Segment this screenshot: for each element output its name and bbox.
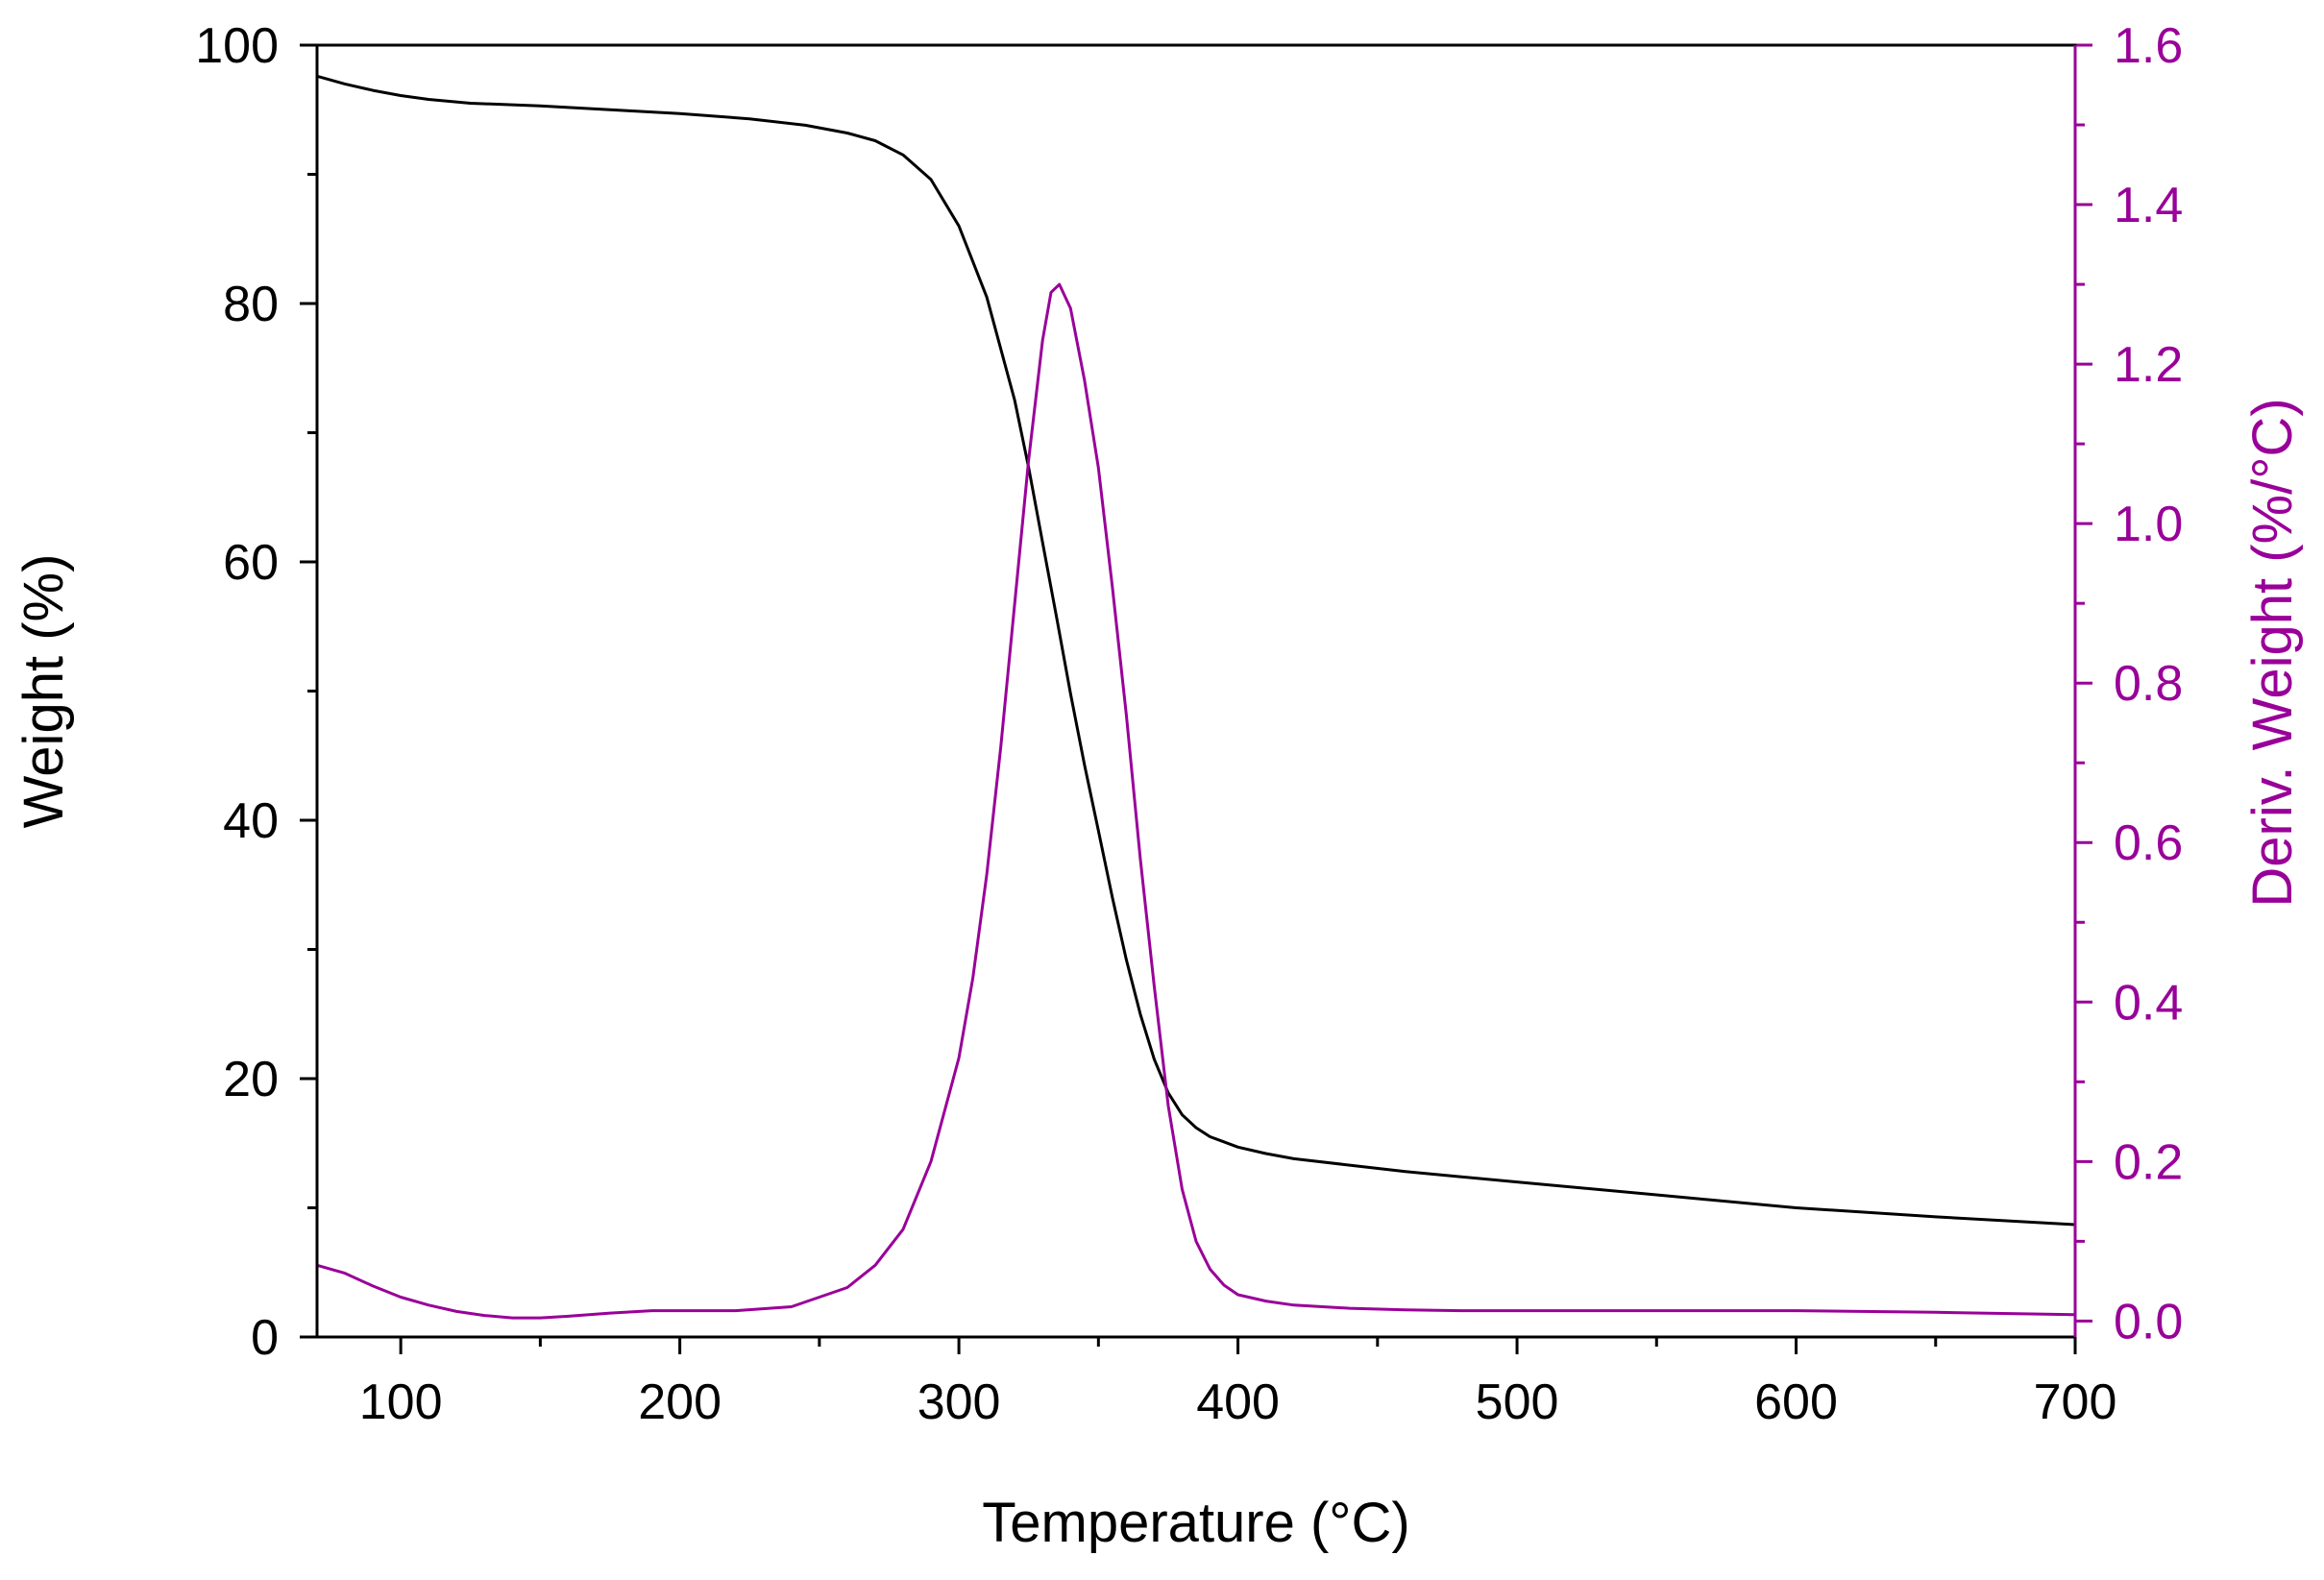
x-axis-label: Temperature (°C) — [982, 1492, 1409, 1554]
deriv-weight-series-line — [315, 282, 2077, 1320]
y-left-tick-label: 20 — [223, 1052, 279, 1107]
y-right-tick-label: 0.8 — [2114, 656, 2183, 712]
x-tick-label: 600 — [1754, 1374, 1838, 1430]
y-left-tick-label: 80 — [223, 277, 279, 332]
plot-frame — [315, 43, 2077, 1339]
y-left-tick-label: 40 — [223, 793, 279, 849]
weight-series-line — [315, 74, 2077, 1227]
y-right-tick-label: 0.0 — [2114, 1294, 2183, 1349]
y-right-tick-label: 0.2 — [2114, 1134, 2183, 1190]
y-axis-label-left: Weight (%) — [12, 554, 75, 829]
y-right-tick-label: 1.4 — [2114, 178, 2183, 233]
y-right-tick-label: 1.2 — [2114, 337, 2183, 393]
y-right-tick-label: 0.4 — [2114, 975, 2183, 1031]
x-tick-label: 200 — [638, 1374, 722, 1430]
y-left-tick-label: 0 — [251, 1310, 279, 1366]
y-right-tick-label: 1.6 — [2114, 18, 2183, 74]
x-tick-label: 300 — [917, 1374, 1001, 1430]
x-tick-label: 400 — [1196, 1374, 1280, 1430]
x-tick-label: 700 — [2034, 1374, 2117, 1430]
y-right-tick-label: 1.0 — [2114, 497, 2183, 552]
x-tick-label: 100 — [359, 1374, 443, 1430]
y-right-tick-label: 0.6 — [2114, 815, 2183, 871]
x-tick-label: 500 — [1476, 1374, 1559, 1430]
y-left-tick-label: 60 — [223, 535, 279, 591]
y-axis-label-right: Deriv. Weight (%/°C) — [2241, 398, 2304, 907]
y-left-tick-label: 100 — [195, 18, 279, 74]
